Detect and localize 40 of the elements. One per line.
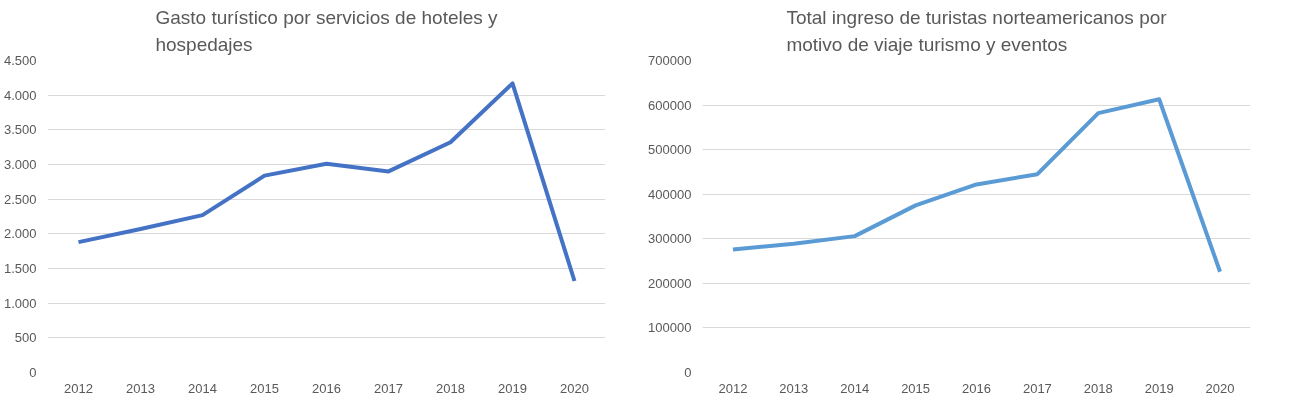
x-tick-label: 2014: [188, 380, 217, 396]
y-tick-label: 1.000: [3, 295, 37, 311]
y-tick-label: 400000: [648, 186, 692, 202]
x-tick-label: 2013: [126, 380, 155, 396]
y-tick-label: 0: [29, 365, 37, 380]
x-tick-label: 2020: [560, 380, 589, 396]
y-tick-label: 1.500: [3, 261, 37, 276]
x-tick-label: 2018: [436, 380, 465, 396]
x-tick-label: 2016: [312, 380, 341, 396]
y-tick-label: 600000: [648, 97, 692, 113]
y-tick-label: 500000: [648, 142, 692, 158]
line-series: [76, 81, 577, 283]
y-tick-label: 200000: [648, 275, 692, 291]
y-tick-label: 4.000: [3, 87, 37, 103]
chart-title: Total ingreso de turistas norteamericanos por motivo de viaje turismo y eventos: [786, 7, 1168, 56]
x-tick-label: 2014: [840, 380, 870, 396]
x-tick-label: 2015: [901, 380, 931, 396]
x-tick-label: 2017: [1022, 380, 1052, 396]
y-tick-label: 3.500: [3, 122, 37, 138]
y-tick-label: 4.500: [3, 53, 37, 68]
x-tick-label: 2012: [64, 380, 93, 396]
x-tick-label: 2016: [962, 380, 991, 396]
x-tick-label: 2017: [374, 380, 403, 396]
x-tick-label: 2012: [718, 380, 748, 396]
x-tick-label: 2019: [1144, 380, 1174, 396]
y-tick-label: 500: [14, 330, 37, 346]
y-tick-label: 100000: [648, 320, 692, 336]
x-tick-label: 2019: [498, 380, 527, 396]
y-tick-label: 2.500: [3, 191, 37, 207]
y-tick-label: 2.000: [3, 226, 37, 242]
y-tick-label: 700000: [648, 53, 692, 68]
line-series: [730, 97, 1223, 274]
x-tick-label: 2018: [1083, 380, 1113, 396]
x-tick-label: 2020: [1205, 380, 1235, 396]
chart-title: Gasto turístico por servicios de hoteles y hospedajes: [155, 7, 499, 56]
x-tick-label: 2015: [250, 380, 279, 396]
y-tick-label: 0: [684, 365, 692, 380]
y-tick-label: 300000: [648, 231, 692, 247]
x-tick-label: 2013: [779, 380, 809, 396]
y-tick-label: 3.000: [3, 157, 37, 172]
